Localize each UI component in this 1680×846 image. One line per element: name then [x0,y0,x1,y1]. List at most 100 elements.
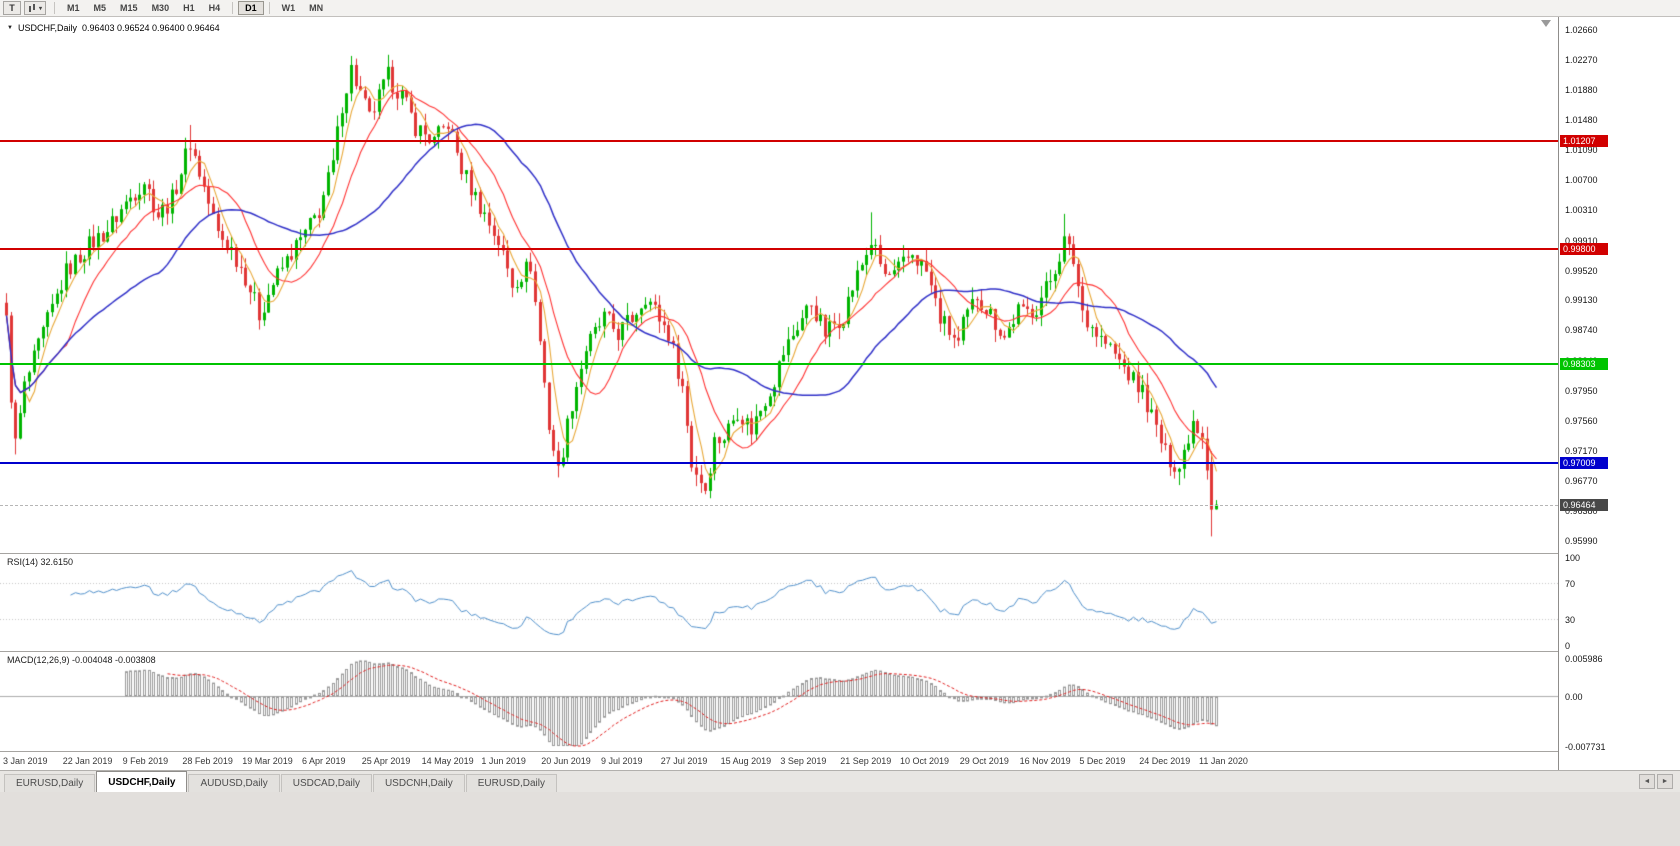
dropdown-caret-icon: ▾ [39,5,43,12]
toolbar-separator [54,2,56,14]
price-axis[interactable]: 1.02660 1.02270 1.01880 1.01480 1.01090 1.007… [1558,17,1680,770]
chart-tab-bar: EURUSD,Daily USDCHF,Daily AUDUSD,Daily USDC… [0,770,1680,792]
type-tool-icon: T [9,3,15,13]
panel-separator[interactable] [0,651,1680,652]
date-axis-label: 9 Jul 2019 [601,756,643,766]
right-arrow-icon: ► [1661,778,1669,785]
date-axis-label: 9 Feb 2019 [122,756,169,766]
price-axis-label: 0.96380 [1565,506,1598,517]
rsi-scale-label: 0 [1565,641,1571,651]
timeframe-button-m30[interactable]: M30 [145,1,177,15]
collapse-triangle-icon[interactable]: ▼ [7,25,13,31]
timeframe-button-mn[interactable]: MN [302,1,330,15]
price-axis-label: 0.97170 [1565,445,1598,456]
price-axis-label: 0.95990 [1565,536,1598,546]
macd-scale-label: -0.007731 [1565,742,1606,752]
top-toolbar: T ▾ M1 M5 M15 M30 H1 H4 D1 W1 MN [0,0,1680,17]
price-axis-label: 1.00700 [1565,175,1598,186]
price-panel: ▼ USDCHF,Daily 0.96403 0.96524 0.96400 0… [0,17,1558,553]
date-axis-label: 3 Jan 2019 [3,756,48,766]
chart-tab-audusd-3[interactable]: AUDUSD,Daily [188,774,280,792]
date-axis-label: 25 Apr 2019 [361,756,411,766]
bid-price-line [0,504,1558,506]
rsi-indicator-canvas[interactable] [0,554,1558,651]
timeframe-button-m1[interactable]: M1 [60,1,87,15]
toolbar-separator [232,2,234,14]
date-axis-label: 6 Apr 2019 [302,756,346,766]
timeframe-button-m15[interactable]: M15 [113,1,145,15]
date-axis-label: 15 Aug 2019 [720,756,772,766]
chart-tab-eurusd-6[interactable]: EURUSD,Daily [465,774,557,792]
timeframe-button-h4[interactable]: H4 [202,1,228,15]
tab-scroll-left-button[interactable]: ◄ [1639,774,1655,789]
price-axis-label: 0.96770 [1565,476,1598,487]
toolbar-separator [268,2,270,14]
date-axis-label: 1 Jun 2019 [481,756,526,766]
date-axis[interactable]: 3 Jan 2019 22 Jan 2019 9 Feb 2019 28 Feb 20… [0,752,1558,770]
panel-separator [0,751,1680,752]
price-axis-label: 0.99910 [1565,235,1598,246]
price-axis-label: 0.99130 [1565,295,1598,306]
date-axis-label: 5 Dec 2019 [1079,756,1126,766]
chart-objects-layer [0,17,1558,553]
tab-scroll-arrows: ◄ ► [1632,771,1680,792]
price-axis-label: 1.02660 [1565,25,1598,35]
date-axis-label: 28 Feb 2019 [182,756,233,766]
price-axis-label: 1.00310 [1565,205,1598,216]
chart-ohlc-readout: 0.96403 0.96524 0.96400 0.96464 [81,23,220,33]
date-axis-label: 24 Dec 2019 [1139,756,1191,766]
date-axis-label: 22 Jan 2019 [62,756,113,766]
horizontal-level-line[interactable] [0,248,1558,251]
date-axis-label: 14 May 2019 [421,756,474,766]
rsi-scale-label: 100 [1565,553,1581,563]
date-axis-label: 20 Jun 2019 [541,756,591,766]
window-background-fill [0,792,1680,846]
date-axis-label: 10 Oct 2019 [900,756,950,766]
bars-icon [28,3,37,13]
price-axis-label: 1.02270 [1565,54,1598,65]
chart-tab-usdcad-4[interactable]: USDCAD,Daily [280,774,372,792]
timeframe-button-m5[interactable]: M5 [87,1,114,15]
timeframe-button-h1[interactable]: H1 [176,1,202,15]
price-axis-label: 0.98740 [1565,325,1598,336]
horizontal-level-line[interactable] [0,461,1558,464]
type-tool-button[interactable]: T [3,1,21,15]
price-axis-label: 1.01090 [1565,145,1598,156]
timeframe-button-d1[interactable]: D1 [238,1,264,15]
rsi-scale-label: 30 [1565,614,1576,625]
macd-indicator-canvas[interactable] [0,652,1558,751]
date-axis-label: 19 Mar 2019 [242,756,293,766]
price-axis-label: 0.97560 [1565,415,1598,426]
macd-scale-label: 0.00 [1565,692,1583,703]
chart-tabs: EURUSD,Daily USDCHF,Daily AUDUSD,Daily USDC… [0,771,558,792]
price-level-tag: 1.01207 [1560,135,1608,148]
macd-scale-label: 0.005986 [1565,654,1603,664]
chart-shift-marker-icon[interactable] [1541,20,1551,27]
price-axis-label: 0.99520 [1565,265,1598,276]
price-level-tag: 0.98303 [1560,357,1608,370]
horizontal-level-line[interactable] [0,140,1558,143]
chart-workspace: ▼ USDCHF,Daily 0.96403 0.96524 0.96400 0… [0,17,1680,770]
price-axis-label: 0.97950 [1565,385,1598,396]
price-level-tag: 0.97009 [1560,456,1608,469]
rsi-label: RSI(14) 32.6150 [7,557,74,567]
timeframe-button-w1[interactable]: W1 [275,1,303,15]
price-axis-label: 1.01480 [1565,115,1598,126]
tab-scroll-right-button[interactable]: ► [1657,774,1673,789]
objects-tool-button[interactable]: ▾ [24,1,47,15]
price-axis-label: 1.01880 [1565,84,1598,95]
rsi-panel: RSI(14) 32.6150 [0,554,1558,651]
chart-tab-usdcnh-5[interactable]: USDCNH,Daily [372,774,465,792]
panel-separator[interactable] [0,553,1680,554]
chart-tab-usdchf-2[interactable]: USDCHF,Daily [96,771,188,792]
date-axis-label: 11 Jan 2020 [1199,756,1248,766]
date-axis-label: 27 Jul 2019 [660,756,708,766]
macd-panel: MACD(12,26,9) -0.004048 -0.003808 [0,652,1558,751]
date-axis-label: 3 Sep 2019 [780,756,827,766]
left-arrow-icon: ◄ [1643,778,1651,785]
chart-tab-eurusd-1[interactable]: EURUSD,Daily [4,774,96,792]
date-axis-label: 21 Sep 2019 [840,756,892,766]
macd-label: MACD(12,26,9) -0.004048 -0.003808 [7,655,156,665]
horizontal-level-line[interactable] [0,362,1558,365]
